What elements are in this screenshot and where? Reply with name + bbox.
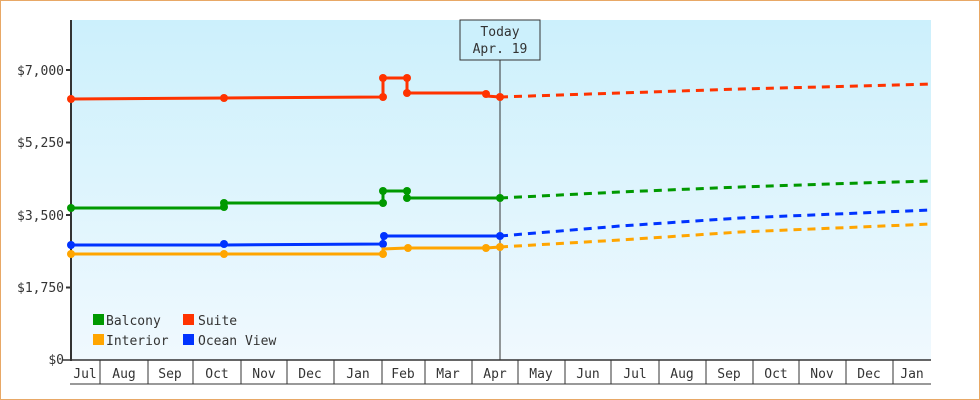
y-label-5250: $5,250 <box>17 136 64 151</box>
month-label: Jul <box>623 367 646 382</box>
month-label: Jul <box>73 367 96 382</box>
month-label: Oct <box>205 367 228 382</box>
month-label: Dec <box>857 367 880 382</box>
month-label: Nov <box>810 367 834 382</box>
legend-label-balcony: Balcony <box>106 314 161 329</box>
series-suite <box>67 74 932 103</box>
legend: Balcony Suite Interior Ocean View <box>93 314 276 349</box>
month-label: Oct <box>764 367 787 382</box>
month-label: Dec <box>298 367 321 382</box>
month-label: Feb <box>391 367 415 382</box>
x-axis-months: Jul Aug Sep Oct Nov Dec Jan Feb Mar Apr … <box>70 360 931 385</box>
legend-swatch-balcony <box>93 314 104 325</box>
month-label: Jan <box>900 367 923 382</box>
series-interior <box>67 222 932 258</box>
legend-label-suite: Suite <box>198 314 237 329</box>
month-label: Sep <box>717 367 741 382</box>
y-label-7000: $7,000 <box>17 64 64 79</box>
y-label-0: $0 <box>48 353 64 368</box>
legend-swatch-suite <box>183 314 194 325</box>
month-label: Aug <box>670 367 693 382</box>
today-date: Apr. 19 <box>473 42 528 57</box>
month-label: May <box>529 367 553 382</box>
month-label: Nov <box>252 367 276 382</box>
y-label-3500: $3,500 <box>17 209 64 224</box>
month-label: Mar <box>436 367 460 382</box>
legend-swatch-ocean-view <box>183 334 194 345</box>
plot-area <box>71 20 931 360</box>
month-label: Aug <box>112 367 135 382</box>
legend-label-ocean-view: Ocean View <box>198 334 276 349</box>
month-label: Sep <box>158 367 182 382</box>
today-marker: Today Apr. 19 <box>459 19 541 360</box>
month-label: Jun <box>576 367 599 382</box>
y-label-1750: $1,750 <box>17 281 64 296</box>
legend-swatch-interior <box>93 334 104 345</box>
series-balcony <box>67 179 932 212</box>
today-label: Today <box>480 25 519 40</box>
month-label: Jan <box>346 367 369 382</box>
series-ocean-view <box>67 208 932 249</box>
legend-label-interior: Interior <box>106 334 169 349</box>
month-label: Apr <box>483 367 507 382</box>
y-axis-ticks: $7,000 $5,250 $3,500 $1,750 $0 <box>17 64 71 368</box>
